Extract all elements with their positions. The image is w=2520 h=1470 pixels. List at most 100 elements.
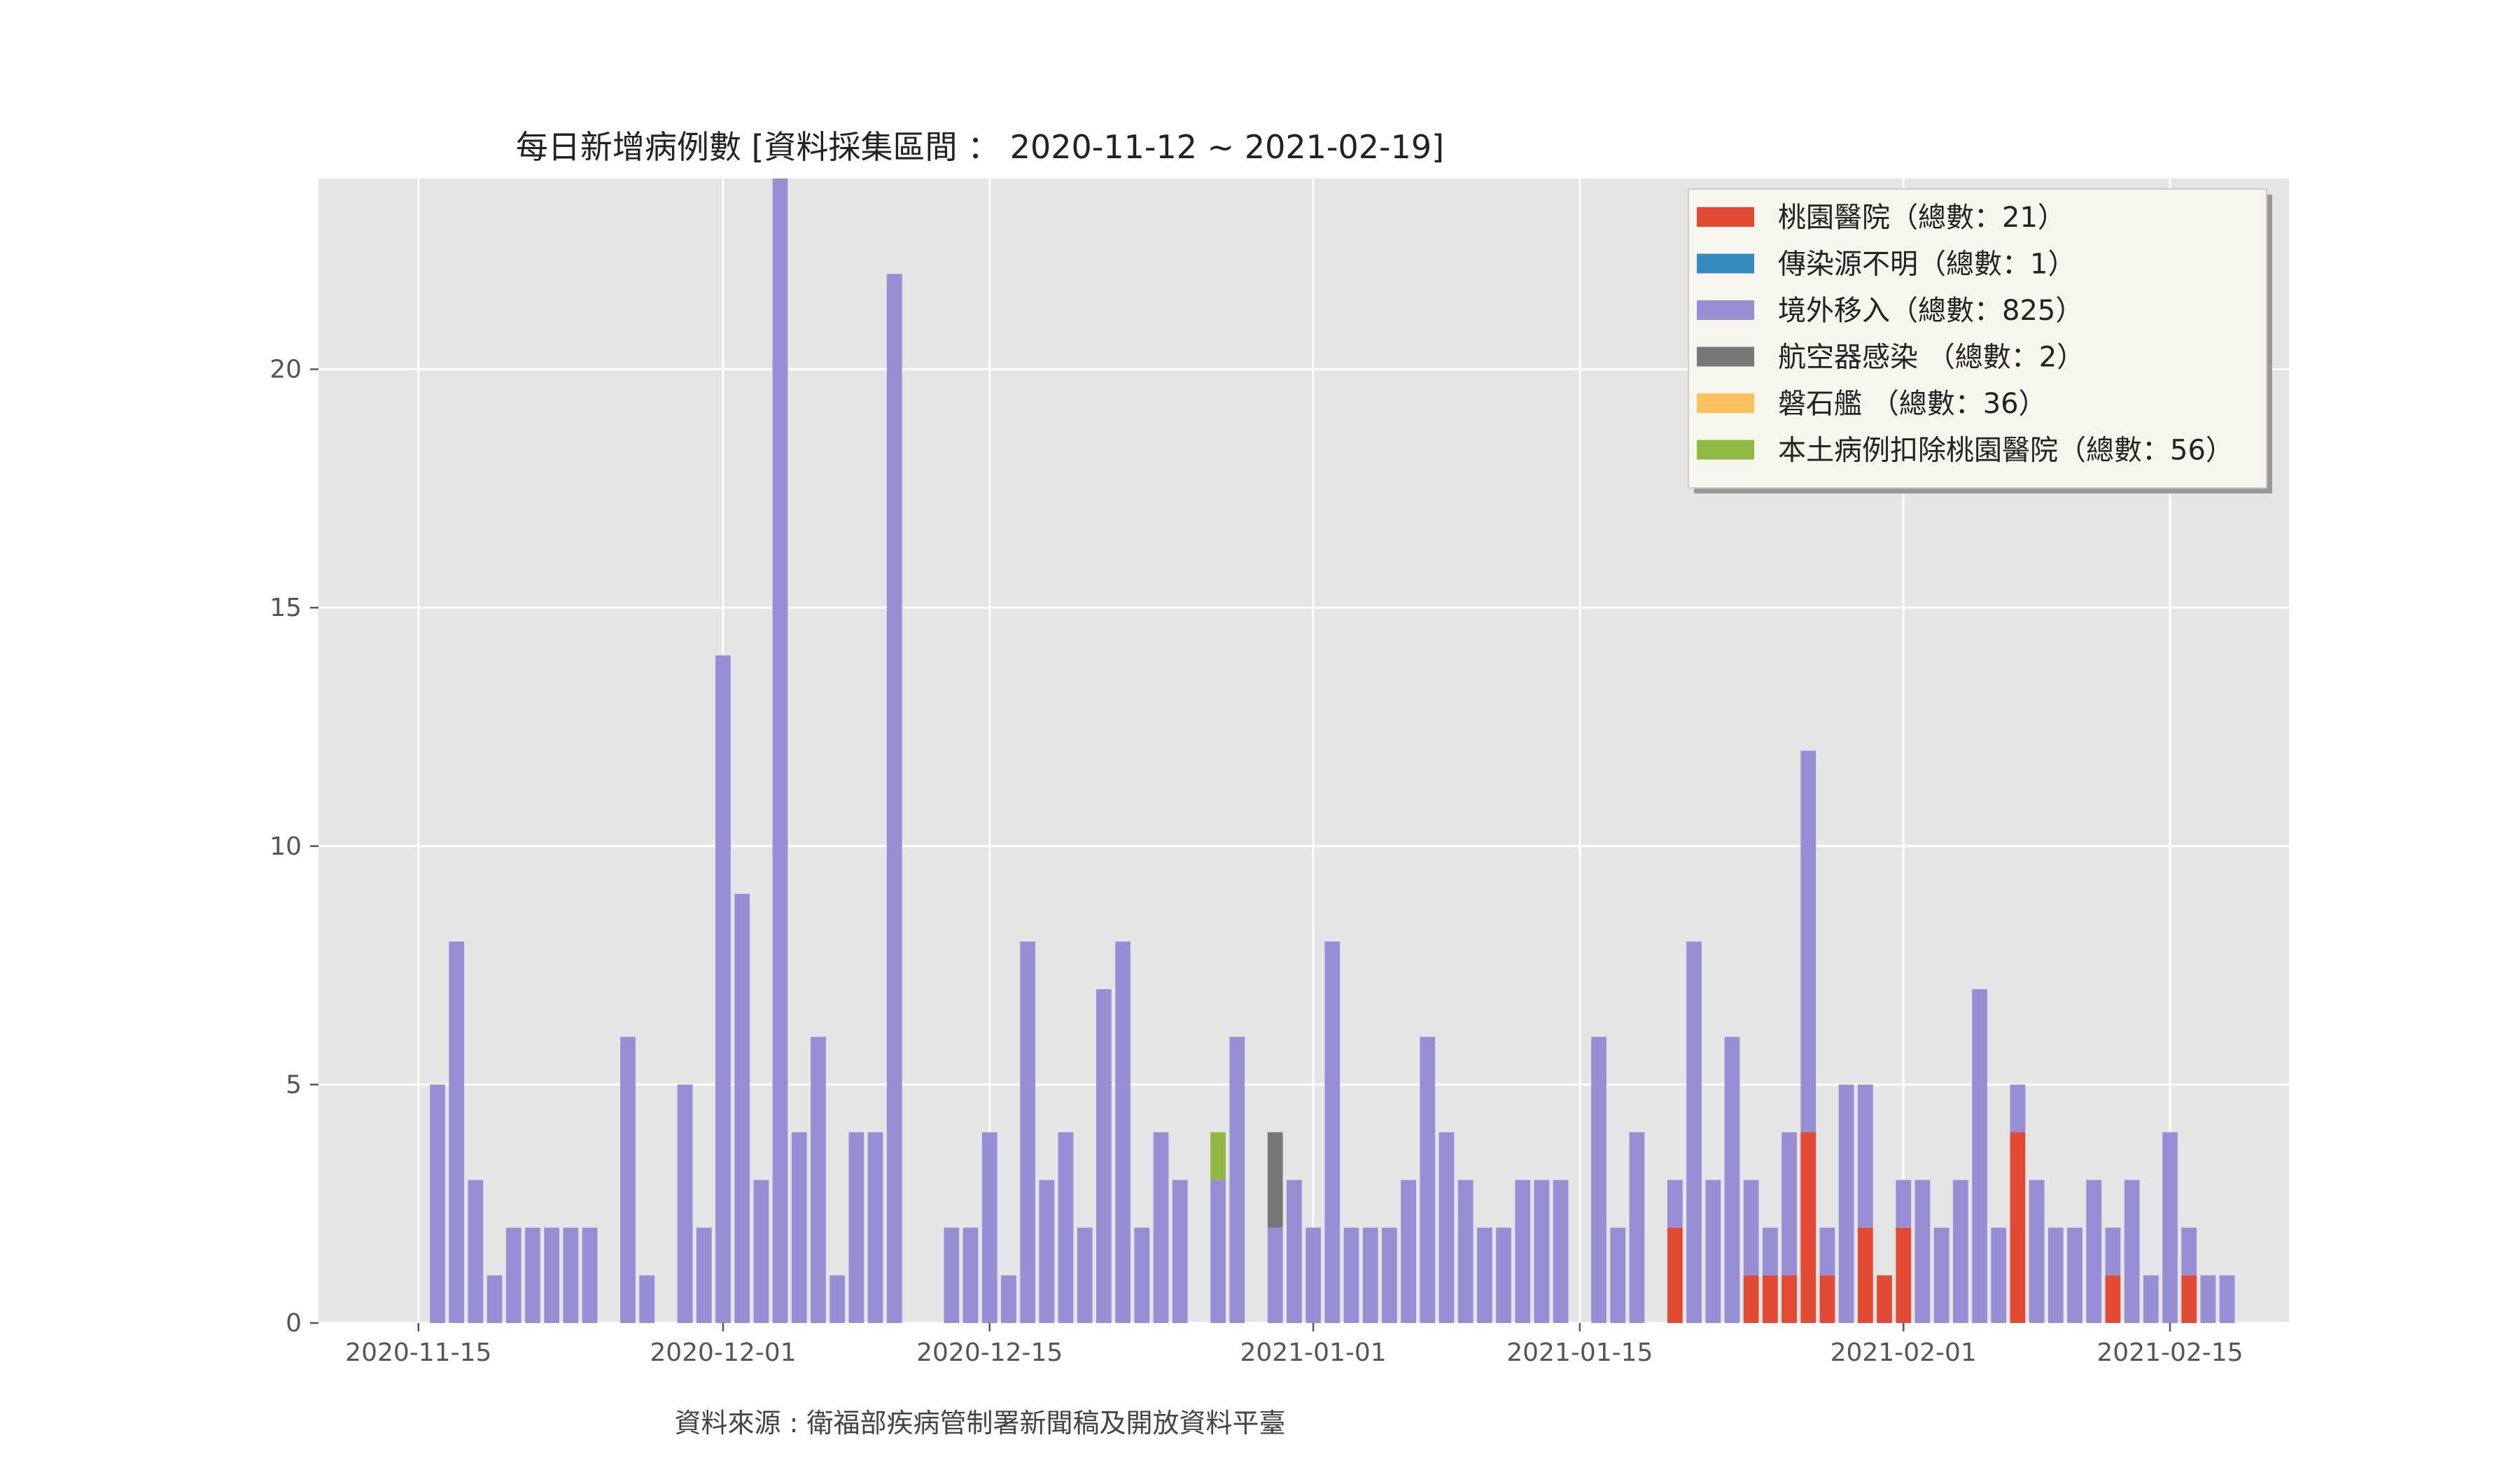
y-tick-label: 0 — [286, 1309, 302, 1338]
bar-segment-series-2 — [1819, 1227, 1835, 1275]
y-tick-label: 10 — [270, 832, 302, 861]
bar-segment-series-0 — [2105, 1275, 2121, 1323]
bar-segment-series-2 — [1153, 1132, 1169, 1323]
legend-swatch — [1697, 300, 1754, 320]
bar-segment-series-2 — [848, 1132, 864, 1323]
bar-segment-series-2 — [2086, 1180, 2102, 1323]
legend-label: 境外移入（總數：825） — [1778, 295, 2083, 327]
bar-segment-series-0 — [1857, 1227, 1873, 1323]
bar-segment-series-2 — [2029, 1180, 2045, 1323]
bar-segment-series-2 — [791, 1132, 807, 1323]
bar-segment-series-2 — [1324, 941, 1340, 1323]
bar-segment-series-0 — [1877, 1275, 1892, 1323]
x-tick-label: 2021-02-15 — [2096, 1338, 2243, 1367]
bar-segment-series-2 — [1610, 1227, 1626, 1323]
x-tick-label: 2021-02-01 — [1830, 1338, 1977, 1367]
bar-segment-series-2 — [811, 1037, 826, 1323]
x-tick-label: 2020-11-15 — [345, 1338, 491, 1367]
grid-lines — [318, 178, 2289, 1324]
bar-segment-series-2 — [1515, 1180, 1531, 1323]
bar-segment-series-2 — [1896, 1180, 1912, 1228]
bar-segment-series-2 — [1039, 1180, 1055, 1323]
bar-segment-series-2 — [1306, 1227, 1321, 1323]
bar-segment-series-2 — [468, 1180, 484, 1323]
bar-segment-series-3 — [1267, 1132, 1283, 1228]
bar-segment-series-2 — [1210, 1180, 1226, 1323]
legend-box — [1688, 188, 2267, 489]
bar-segment-series-2 — [886, 274, 902, 1323]
bar-segment-series-2 — [2124, 1180, 2140, 1323]
bar-segment-series-2 — [1420, 1037, 1436, 1323]
legend-label: 航空器感染 （總數：2） — [1778, 342, 2085, 374]
source-note: 資料來源 : 衛福部疾病管制署新聞稿及開放資料平臺 — [675, 1408, 1286, 1438]
bar-segment-series-2 — [1382, 1227, 1397, 1323]
legend-swatch — [1697, 207, 1754, 227]
bar-segment-series-2 — [1724, 1037, 1740, 1323]
bar-segment-series-2 — [1534, 1180, 1550, 1323]
bar-segment-series-2 — [1457, 1180, 1474, 1323]
legend-label: 桃園醫院（總數：21） — [1778, 202, 2066, 234]
bar-segment-series-2 — [1267, 1227, 1283, 1323]
bar-segment-series-2 — [2047, 1227, 2064, 1323]
bar-segment-series-2 — [544, 1227, 560, 1323]
bar-segment-series-0 — [1782, 1275, 1797, 1323]
bar-segment-series-2 — [1477, 1227, 1492, 1323]
bar-segment-series-0 — [1667, 1227, 1683, 1323]
bar-segment-series-2 — [1496, 1227, 1511, 1323]
bar-segment-series-0 — [1800, 1132, 1816, 1323]
legend-label: 磐石艦 （總數：36） — [1778, 388, 2047, 420]
bar-segment-series-2 — [1229, 1037, 1245, 1323]
bar-segment-series-2 — [1287, 1180, 1302, 1323]
bar-segment-series-2 — [449, 941, 465, 1323]
bar-segment-series-2 — [505, 1227, 522, 1323]
legend-swatch — [1697, 253, 1754, 274]
bar-segment-series-0 — [1762, 1275, 1778, 1323]
bar-segment-series-2 — [1438, 1132, 1455, 1323]
legend-swatch — [1697, 440, 1754, 460]
bar-segment-series-2 — [2010, 1084, 2026, 1133]
bar-segment-series-2 — [2105, 1227, 2121, 1275]
bar-segment-series-0 — [1896, 1227, 1912, 1323]
y-tick-label: 5 — [286, 1070, 302, 1099]
bar-segment-series-2 — [525, 1227, 540, 1323]
bar-segment-series-2 — [1629, 1132, 1645, 1323]
bar-segment-series-2 — [677, 1084, 693, 1323]
bar-segment-series-2 — [563, 1227, 579, 1323]
bar-segment-series-2 — [1914, 1180, 1931, 1323]
bar-series — [430, 178, 2235, 1323]
bar-segment-series-2 — [430, 1084, 445, 1323]
bar-segment-series-2 — [1020, 941, 1036, 1323]
bar-segment-series-2 — [582, 1227, 598, 1323]
bar-segment-series-2 — [1115, 941, 1130, 1323]
bar-segment-series-2 — [1743, 1180, 1759, 1275]
bar-segment-series-2 — [1401, 1180, 1416, 1323]
bar-segment-series-2 — [1800, 750, 1816, 1133]
bar-segment-series-2 — [1553, 1180, 1569, 1323]
bar-segment-series-2 — [2181, 1227, 2197, 1275]
bar-segment-series-2 — [2200, 1275, 2216, 1323]
bar-segment-series-2 — [1343, 1227, 1359, 1323]
chart-title: 每日新增病例數 [資料採集區間 ： 2020-11-12 ~ 2021-02-1… — [516, 128, 1444, 166]
bar-segment-series-2 — [1096, 989, 1112, 1323]
bar-segment-series-2 — [1077, 1227, 1093, 1323]
bar-segment-series-2 — [1058, 1132, 1074, 1323]
bar-segment-series-2 — [1933, 1227, 1949, 1323]
bar-segment-series-2 — [1838, 1084, 1854, 1323]
bar-segment-series-2 — [486, 1275, 503, 1323]
bar-segment-series-2 — [1134, 1227, 1150, 1323]
legend: 桃園醫院（總數：21） 傳染源不明（總數：1） 境外移入（總數：825） 航空器感染 … — [1688, 188, 2272, 493]
bar-segment-series-2 — [962, 1227, 979, 1323]
bar-segment-series-0 — [2010, 1132, 2026, 1323]
bar-segment-series-2 — [1762, 1227, 1778, 1275]
bar-segment-series-2 — [772, 178, 788, 1323]
bar-segment-series-2 — [830, 1275, 846, 1323]
bar-segment-series-2 — [639, 1275, 655, 1323]
bar-segment-series-2 — [1705, 1180, 1721, 1323]
bar-segment-series-2 — [1952, 1180, 1968, 1323]
legend-label: 本土病例扣除桃園醫院（總數：56） — [1778, 435, 2234, 467]
y-axis-ticks: 0 5 10 15 20 — [270, 356, 318, 1338]
bar-segment-series-2 — [867, 1132, 883, 1323]
bar-segment-series-2 — [1362, 1227, 1378, 1323]
bar-segment-series-2 — [696, 1227, 712, 1323]
